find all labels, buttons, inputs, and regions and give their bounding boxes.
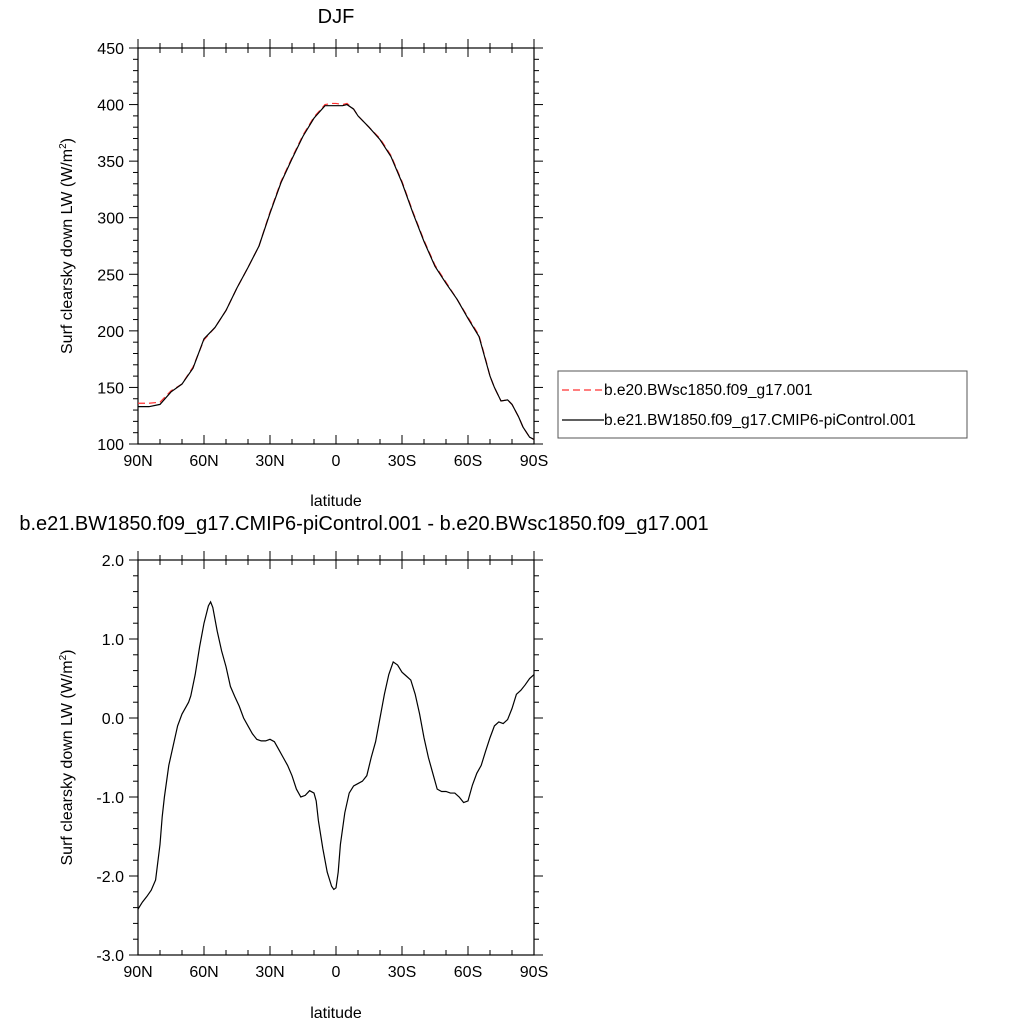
x-tick-label: 0 [332, 453, 341, 470]
y-tick-label: 300 [97, 211, 124, 228]
x-tick-label: 90N [123, 964, 152, 981]
chart-title: DJF [318, 6, 355, 28]
y-axis-label-text: Surf clearsky down LW (W/m [59, 660, 76, 865]
y-tick-label: -3.0 [96, 948, 124, 965]
x-tick-label: 30S [388, 453, 416, 470]
x-axis-label: latitude [310, 1005, 362, 1022]
chart-title: b.e21.BW1850.f09_g17.CMIP6-piControl.001… [19, 513, 708, 535]
y-axis-label-superscript: 2 [58, 654, 69, 660]
x-tick-label: 60N [189, 453, 218, 470]
y-tick-label: -2.0 [96, 869, 124, 886]
y-axis-label-superscript: 2 [58, 143, 69, 149]
x-tick-label: 60S [454, 964, 482, 981]
series-line-0 [138, 600, 534, 910]
y-tick-label: 150 [97, 380, 124, 397]
y-tick-label: 0.0 [102, 711, 124, 728]
y-tick-label: 350 [97, 154, 124, 171]
top-panel-climatology: DJF 90N 60N 30N 0 30S 60S 90S 100 150 200 250 300 350… [58, 6, 968, 510]
x-tick-label: 60S [454, 453, 482, 470]
x-tick-label: 60N [189, 964, 218, 981]
y-tick-label: 200 [97, 324, 124, 341]
x-tick-label: 30N [255, 453, 284, 470]
plot-frame [137, 47, 535, 445]
series-line-0 [138, 102, 534, 441]
legend-label-1: b.e21.BW1850.f09_g17.CMIP6-piControl.001 [604, 412, 916, 429]
x-tick-label: 90N [123, 453, 152, 470]
y-tick-label: 250 [97, 267, 124, 284]
x-axis-label: latitude [310, 493, 362, 510]
x-tick-label: 90S [520, 453, 548, 470]
y-tick-label: 400 [97, 98, 124, 115]
x-tick-label: 0 [332, 964, 341, 981]
y-axis-label-text: Surf clearsky down LW (W/m [59, 149, 76, 354]
y-tick-label: 100 [97, 437, 124, 454]
x-tick-label: 90S [520, 964, 548, 981]
legend-box [557, 370, 968, 439]
y-axis-label-close: ) [59, 138, 76, 143]
legend-label-0: b.e20.BWsc1850.f09_g17.001 [604, 382, 813, 399]
y-tick-label: 450 [97, 41, 124, 58]
y-tick-label: -1.0 [96, 790, 124, 807]
y-axis-label: Surf clearsky down LW (W/m2) [58, 138, 76, 354]
x-tick-label: 30N [255, 964, 284, 981]
y-tick-label: 1.0 [102, 632, 124, 649]
series-line-1 [138, 103, 534, 441]
y-axis-label-close: ) [59, 650, 76, 655]
bottom-panel-difference: b.e21.BW1850.f09_g17.CMIP6-piControl.001… [19, 513, 708, 1022]
plot-frame [137, 559, 535, 956]
y-tick-label: 2.0 [102, 553, 124, 570]
y-axis-label: Surf clearsky down LW (W/m2) [58, 650, 76, 866]
x-tick-label: 30S [388, 964, 416, 981]
legend: b.e20.BWsc1850.f09_g17.001 b.e21.BW1850.f… [557, 370, 968, 439]
